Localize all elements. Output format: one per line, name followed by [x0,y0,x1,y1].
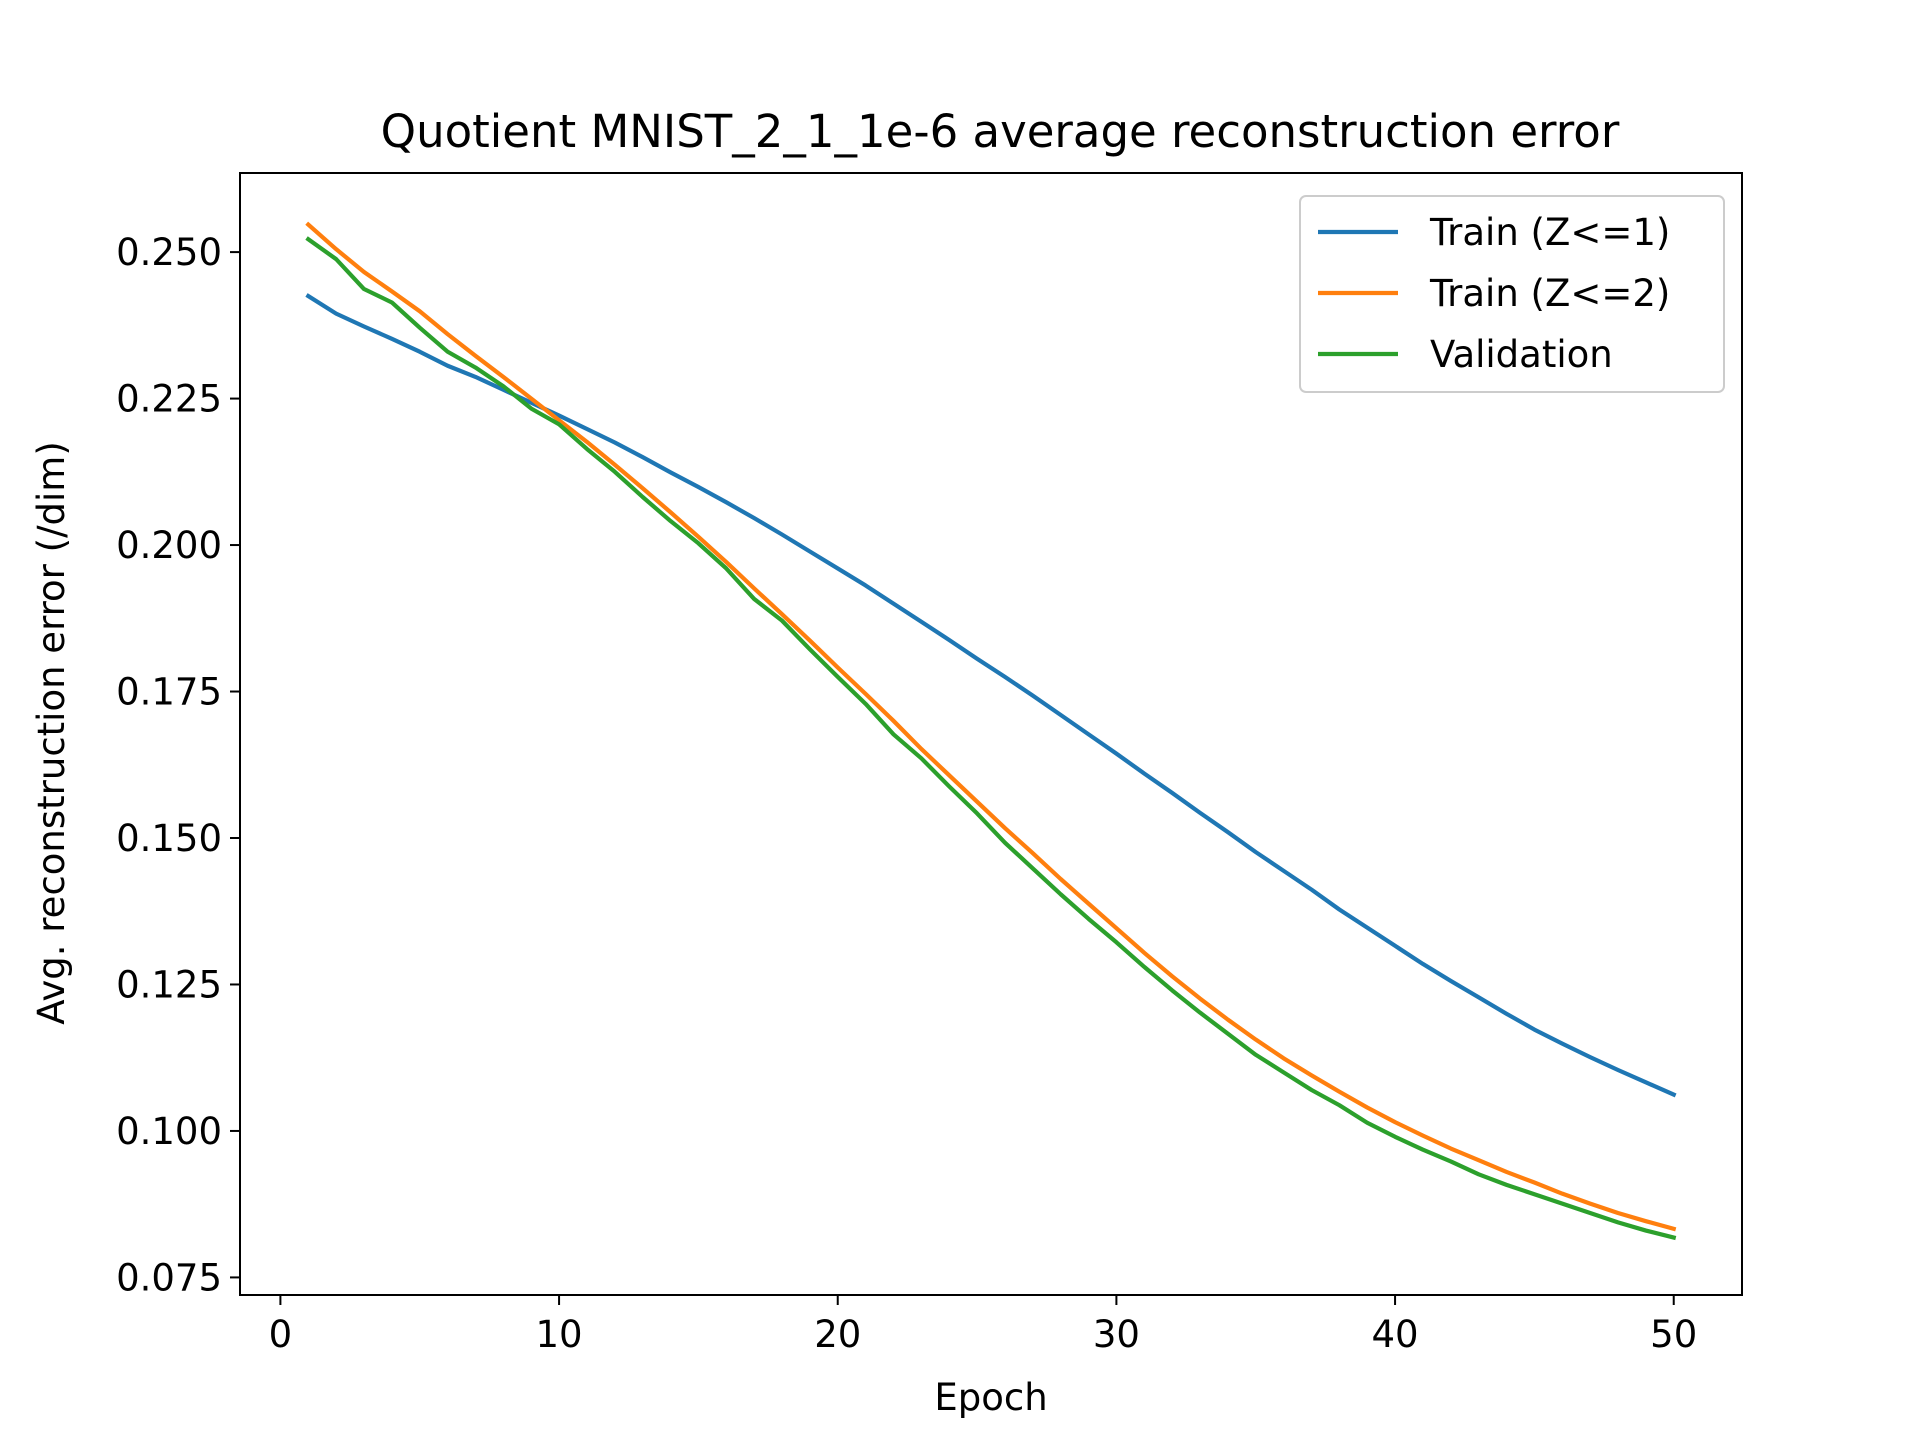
legend-label: Train (Z<=2) [1429,272,1670,315]
legend-label: Train (Z<=1) [1429,211,1670,254]
x-tick-label: 10 [536,1313,583,1356]
x-axis-label: Epoch [934,1376,1047,1419]
x-tick-label: 50 [1650,1313,1697,1356]
x-tick-label: 0 [269,1313,293,1356]
y-tick-label: 0.175 [116,671,222,714]
y-axis-ticks: 0.075 0.100 0.125 0.150 0.175 0.200 0.225 0.250 [116,231,240,1299]
x-tick-label: 20 [814,1313,861,1356]
legend: Train (Z<=1) Train (Z<=2) Validation [1299,195,1725,393]
y-axis-label: Avg. reconstruction error (/dim) [30,441,73,1025]
series-line-2 [305,221,1677,1232]
y-tick-label: 0.200 [116,524,222,567]
chart-title: Quotient MNIST_2_1_1e-6 average reconstr… [381,105,1620,158]
x-tick-label: 30 [1093,1313,1140,1356]
x-axis-ticks: 0 10 20 30 40 50 [269,1295,1697,1356]
legend-entries: Train (Z<=1) Train (Z<=2) Validation [1318,211,1670,376]
y-tick-label: 0.250 [116,231,222,274]
y-tick-label: 0.100 [116,1110,222,1153]
plot-frame [239,172,1743,1296]
plot-lines [305,221,1677,1241]
y-tick-label: 0.150 [116,817,222,860]
series-line-3 [305,236,1677,1241]
y-tick-label: 0.225 [116,378,222,421]
x-tick-label: 40 [1372,1313,1419,1356]
y-tick-label: 0.075 [116,1256,222,1299]
legend-label: Validation [1430,333,1613,376]
legend-box [1299,195,1725,393]
y-tick-label: 0.125 [116,963,222,1006]
